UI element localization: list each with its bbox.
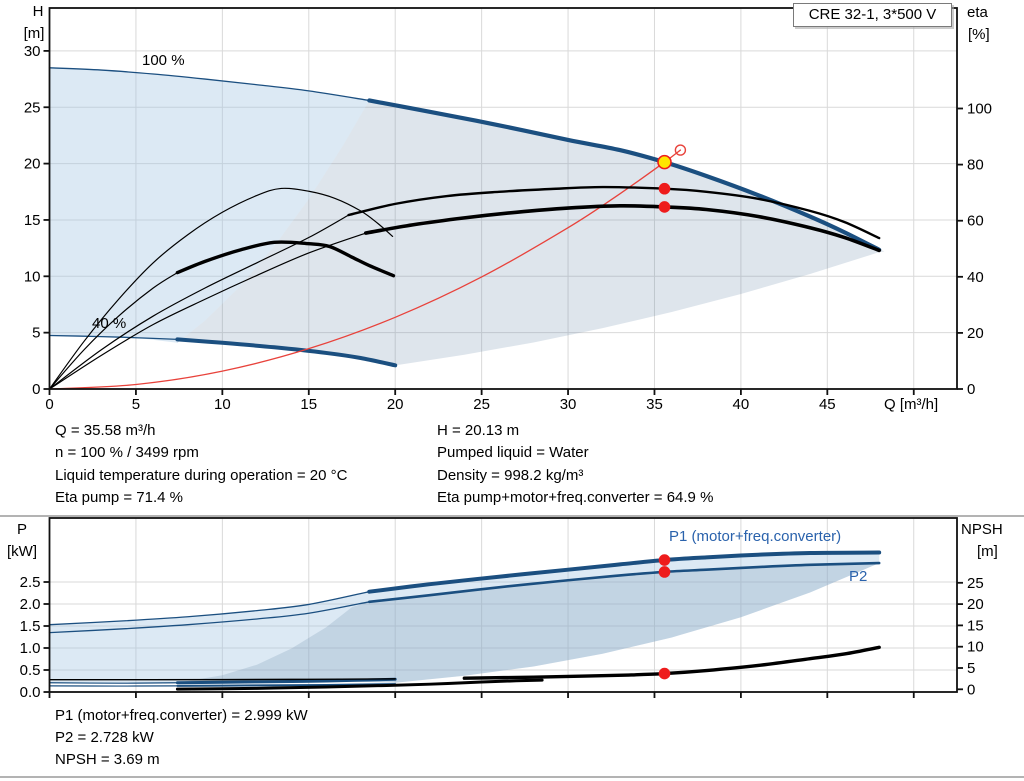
x-tick-label: 0: [45, 396, 53, 413]
npsh-axis-unit: [m]: [977, 543, 998, 560]
result-liquid-temp: Liquid temperature during operation = 20…: [55, 467, 348, 484]
power-envelope-pale: [49, 552, 880, 683]
requested-duty-ring: [674, 144, 687, 156]
plot-frame: [48, 517, 958, 693]
h-axis-unit: [m]: [23, 25, 45, 42]
npsh-curve: [462, 645, 881, 680]
speed-100-label: 100 %: [142, 52, 185, 69]
y-right-tick-label: 0: [967, 381, 975, 398]
eta-total-40-curve-thin: [48, 271, 179, 390]
h-axis-title: H: [32, 3, 44, 20]
x-tick-label: 40: [733, 396, 750, 413]
y-right-tick-label: 0: [967, 681, 975, 698]
p2-curve-100: [367, 561, 881, 604]
qh-curve-100-thin: [48, 67, 370, 102]
y-left-tick-label: 30: [24, 43, 41, 60]
result-density: Density = 998.2 kg/m³: [437, 467, 584, 484]
p1-curve-label: P1 (motor+freq.converter): [669, 528, 842, 545]
y-left-tick-label: 0: [32, 381, 40, 398]
p-axis-title: P: [16, 521, 27, 538]
p1-curve-100-thin: [48, 591, 370, 626]
npsh-curve-thin: [48, 678, 396, 681]
qh-curve-40: [175, 337, 398, 368]
y-right-tick-label: 20: [967, 325, 984, 342]
p-axis-unit: [kW]: [7, 543, 37, 560]
y-left-tick-label: 25: [24, 99, 41, 116]
eta-pump-curve-thin: [48, 214, 350, 390]
y-right-tick-label: 20: [967, 596, 984, 613]
y-left-tick-label: 0.5: [20, 662, 41, 679]
y-left-tick-label: 2.5: [20, 574, 41, 591]
x-tick-label: 15: [300, 396, 317, 413]
result-p1: P1 (motor+freq.converter) = 2.999 kW: [55, 707, 308, 724]
panel-separator-top: [0, 515, 1024, 517]
panel-separator-bottom: [0, 776, 1024, 778]
p2-point: [658, 566, 671, 578]
result-npsh: NPSH = 3.69 m: [55, 751, 160, 768]
result-n: n = 100 % / 3499 rpm: [55, 444, 199, 461]
npsh-axis-title: NPSH: [961, 521, 1003, 538]
y-left-tick-label: 1.5: [20, 618, 41, 635]
y-right-tick-label: 5: [967, 660, 975, 677]
y-right-tick-label: 60: [967, 213, 984, 230]
pump-title-box: CRE 32-1, 3*500 V: [793, 3, 952, 27]
eta-total-40-curve: [175, 240, 396, 278]
y-right-tick-label: 80: [967, 157, 984, 174]
y-left-tick-label: 0.0: [20, 684, 41, 701]
x-tick-label: 10: [214, 396, 231, 413]
x-tick-label: 35: [646, 396, 663, 413]
p1-curve-40: [175, 677, 397, 685]
eta-total-point: [658, 201, 671, 213]
eta-pump-point: [658, 182, 671, 195]
y-right-tick-label: 10: [967, 639, 984, 656]
x-tick-label: 5: [132, 396, 140, 413]
p2-curve-label: P2: [849, 568, 868, 585]
x-tick-label: 25: [473, 396, 490, 413]
eta-axis-unit: [%]: [968, 26, 990, 43]
y-left-tick-label: 2.0: [20, 596, 41, 613]
p1-curve-100: [367, 550, 882, 594]
power-envelope-dark: [177, 563, 880, 683]
result-eta-total: Eta pump+motor+freq.converter = 64.9 %: [437, 489, 714, 506]
p2-curve-100-thin: [48, 601, 370, 634]
speed-40-label: 40 %: [92, 315, 127, 332]
result-h: H = 20.13 m: [437, 422, 520, 439]
duty-point[interactable]: [657, 154, 672, 170]
x-tick-label: 30: [560, 396, 577, 413]
y-right-tick-label: 100: [967, 101, 992, 118]
result-eta-pump: Eta pump = 71.4 %: [55, 489, 183, 506]
npsh-point: [658, 667, 671, 680]
eta-axis-title: eta: [967, 4, 988, 21]
x-tick-label: 45: [819, 396, 836, 413]
system-curve: [48, 149, 682, 390]
q-axis-title: Q [m³/h]: [884, 396, 939, 413]
y-left-tick-label: 20: [24, 156, 41, 173]
y-left-tick-label: 10: [24, 268, 41, 285]
y-right-tick-label: 40: [967, 269, 984, 286]
result-pumped-liquid: Pumped liquid = Water: [437, 444, 589, 461]
result-q: Q = 35.58 m³/h: [55, 422, 156, 439]
eta-total-curve-thin: [48, 232, 367, 390]
npsh-curve-40: [175, 678, 544, 691]
eta-pump-curve: [347, 185, 881, 240]
y-right-tick-label: 25: [967, 575, 984, 592]
y-left-tick-label: 5: [32, 325, 40, 342]
result-p2: P2 = 2.728 kW: [55, 729, 154, 746]
envelope-pale: [49, 67, 370, 343]
p1-point: [658, 554, 671, 566]
plot-frame: [48, 7, 958, 390]
p2-curve-40: [176, 683, 397, 687]
x-tick-label: 20: [387, 396, 404, 413]
y-left-tick-label: 15: [24, 212, 41, 229]
eta-total-curve: [364, 204, 881, 253]
y-left-tick-label: 1.0: [20, 640, 41, 657]
envelope-dark: [177, 100, 885, 366]
y-right-tick-label: 15: [967, 617, 984, 634]
